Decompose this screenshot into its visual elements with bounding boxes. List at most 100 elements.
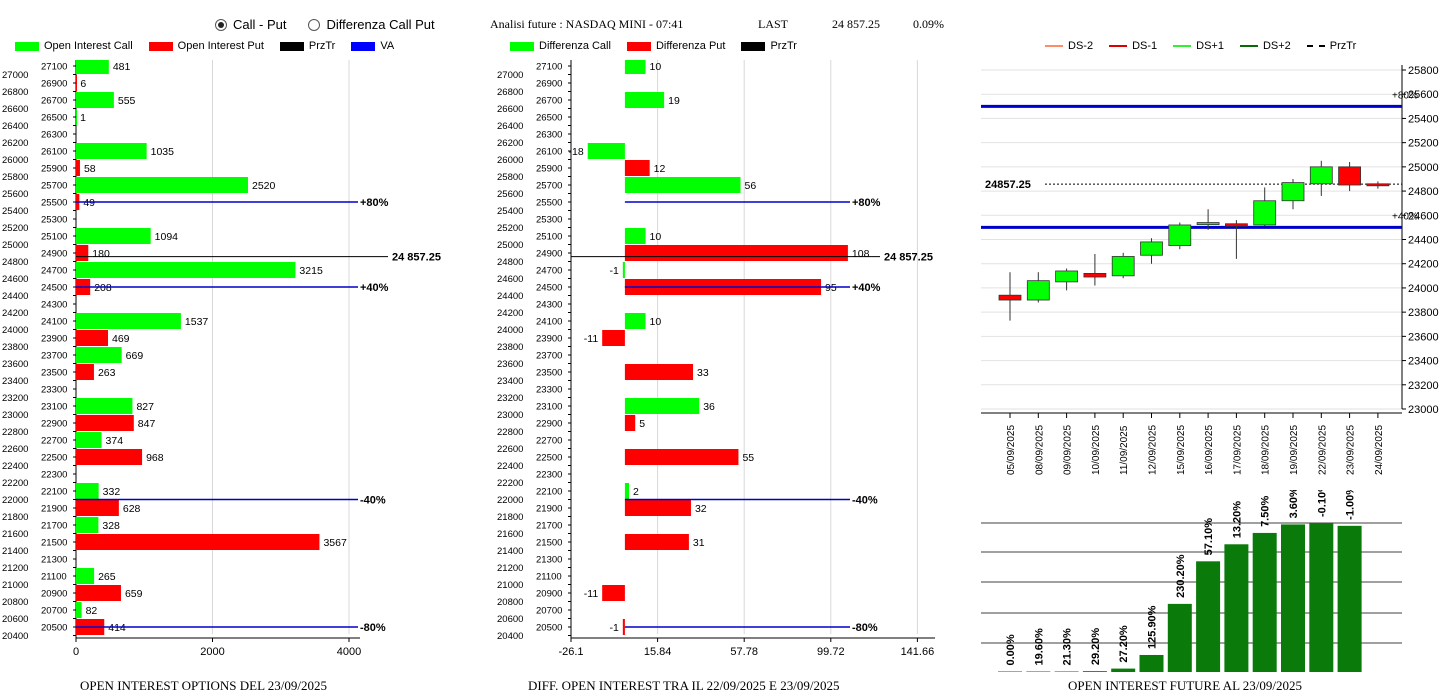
x-tick-label: -26.1 bbox=[558, 646, 583, 658]
legend-va: VA bbox=[351, 40, 394, 52]
legend-diff-put: Differenza Put bbox=[626, 40, 725, 52]
last-price-label: 24 857.25 bbox=[884, 252, 933, 264]
strike-label: 23000 bbox=[497, 410, 523, 421]
strike-label: 21800 bbox=[2, 512, 28, 523]
va-label: -40% bbox=[852, 495, 878, 507]
bar-value-label: 36 bbox=[703, 401, 715, 413]
strike-label: 24000 bbox=[2, 325, 28, 336]
strike-label: 25600 bbox=[497, 189, 523, 200]
strike-label: 24400 bbox=[497, 291, 523, 302]
date-label: 19/09/2025 bbox=[1289, 425, 1300, 475]
strike-label: 21900 bbox=[536, 504, 562, 515]
strike-label: 23500 bbox=[536, 368, 562, 379]
strike-label: 24700 bbox=[41, 266, 67, 277]
strike-label: 26800 bbox=[497, 87, 523, 98]
va-label: +80% bbox=[852, 197, 881, 209]
y-tick-label: 25600 bbox=[1408, 89, 1439, 101]
put-bar bbox=[76, 585, 121, 601]
bar-value-label: 265 bbox=[98, 571, 116, 583]
put-bar bbox=[624, 500, 691, 516]
oi-bar bbox=[1167, 603, 1192, 672]
bull-candle bbox=[1026, 280, 1050, 301]
bear-candle bbox=[1338, 166, 1362, 186]
last-price-label: 24857.25 bbox=[985, 179, 1031, 191]
y-tick-label: 25000 bbox=[1408, 162, 1439, 174]
legend-ds-2: DS-2 bbox=[1045, 40, 1093, 52]
legend-ds+1: DS+1 bbox=[1173, 40, 1224, 52]
bar-value-label: 414 bbox=[108, 622, 126, 634]
strike-label: 21200 bbox=[2, 563, 28, 574]
bar-value-label: 628 bbox=[123, 503, 141, 515]
call-bar bbox=[624, 398, 700, 414]
bar-value-label: 55 bbox=[742, 452, 754, 464]
strike-label: 22600 bbox=[2, 444, 28, 455]
oi-bar bbox=[1054, 671, 1079, 672]
strike-label: 21100 bbox=[536, 572, 562, 583]
bar-value-label: 968 bbox=[146, 452, 164, 464]
strike-label: 27100 bbox=[41, 62, 67, 73]
strike-label: 22400 bbox=[2, 461, 28, 472]
strike-label: 24500 bbox=[536, 283, 562, 294]
strike-label: 20900 bbox=[536, 589, 562, 600]
strike-label: 22100 bbox=[536, 487, 562, 498]
future-oi-bar-chart: 0.00% 19.60% 21.30% 29.20% 27.20% 125.90% 230.… bbox=[981, 490, 1402, 672]
strike-label: 26700 bbox=[536, 96, 562, 107]
strike-label: 25400 bbox=[2, 206, 28, 217]
bar-value-label: -11 bbox=[584, 588, 599, 600]
legend-oi-call: Open Interest Call bbox=[15, 40, 133, 52]
bar-value-label: 1035 bbox=[151, 146, 175, 158]
bar-value-label: 827 bbox=[136, 401, 154, 413]
strike-label: 23200 bbox=[497, 393, 523, 404]
strike-label: 26400 bbox=[497, 121, 523, 132]
bar-value-label: 19 bbox=[668, 95, 680, 107]
bar-value-label: 659 bbox=[125, 588, 143, 600]
call-bar bbox=[76, 60, 109, 74]
put-bar bbox=[622, 619, 625, 635]
radio-call-put[interactable]: Call - Put bbox=[215, 17, 286, 32]
strike-label: 25100 bbox=[41, 232, 67, 243]
strike-label: 25600 bbox=[2, 189, 28, 200]
strike-label: 20900 bbox=[41, 589, 67, 600]
strike-label: 27000 bbox=[2, 70, 28, 81]
put-bar bbox=[76, 415, 134, 431]
strike-label: 25200 bbox=[2, 223, 28, 234]
strike-label: 25000 bbox=[2, 240, 28, 251]
y-tick-label: 24800 bbox=[1408, 186, 1439, 198]
bar-value-label: 481 bbox=[113, 61, 131, 73]
radio-diff-call-put[interactable]: Differenza Call Put bbox=[308, 17, 435, 32]
strike-label: 22900 bbox=[41, 419, 67, 430]
strike-label: 20800 bbox=[2, 597, 28, 608]
strike-label: 26400 bbox=[2, 121, 28, 132]
strike-label: 25700 bbox=[41, 181, 67, 192]
bull-candle bbox=[1055, 270, 1078, 283]
last-label: LAST bbox=[758, 17, 788, 31]
strike-label: 26300 bbox=[536, 130, 562, 141]
strike-label: 26200 bbox=[2, 138, 28, 149]
strike-label: 25800 bbox=[497, 172, 523, 183]
va-label: +40% bbox=[852, 282, 881, 294]
strike-label: 20700 bbox=[536, 606, 562, 617]
put-bar bbox=[76, 75, 77, 91]
bar-value-label: -18 bbox=[569, 146, 584, 158]
y-tick-label: 23000 bbox=[1408, 404, 1439, 416]
va-label: +80% bbox=[360, 197, 389, 209]
oi-options-chart: 27100 27000 26900 26800 26700 26600 26500 26400… bbox=[2, 60, 441, 658]
radio-selected-icon bbox=[215, 18, 227, 31]
strike-label: 24500 bbox=[41, 283, 67, 294]
strike-label: 27000 bbox=[497, 70, 523, 81]
bar-value-label: 555 bbox=[118, 95, 136, 107]
strike-label: 22400 bbox=[497, 461, 523, 472]
strike-label: 21500 bbox=[536, 538, 562, 549]
strike-label: 22800 bbox=[2, 427, 28, 438]
va-label: -40% bbox=[360, 495, 386, 507]
panel2-footer: DIFF. OPEN INTEREST TRA IL 22/09/2025 E … bbox=[528, 678, 840, 693]
oi-bar bbox=[1224, 544, 1249, 672]
va-label: +40% bbox=[360, 282, 389, 294]
y-tick-label: 24400 bbox=[1408, 235, 1439, 247]
oi-bar-label: 125.90% bbox=[1147, 605, 1159, 649]
strike-label: 20500 bbox=[41, 623, 67, 634]
bear-candle bbox=[1083, 272, 1107, 278]
call-bar bbox=[76, 262, 296, 278]
oi-bar-label: 0.00% bbox=[1005, 634, 1017, 665]
strike-label: 26200 bbox=[497, 138, 523, 149]
